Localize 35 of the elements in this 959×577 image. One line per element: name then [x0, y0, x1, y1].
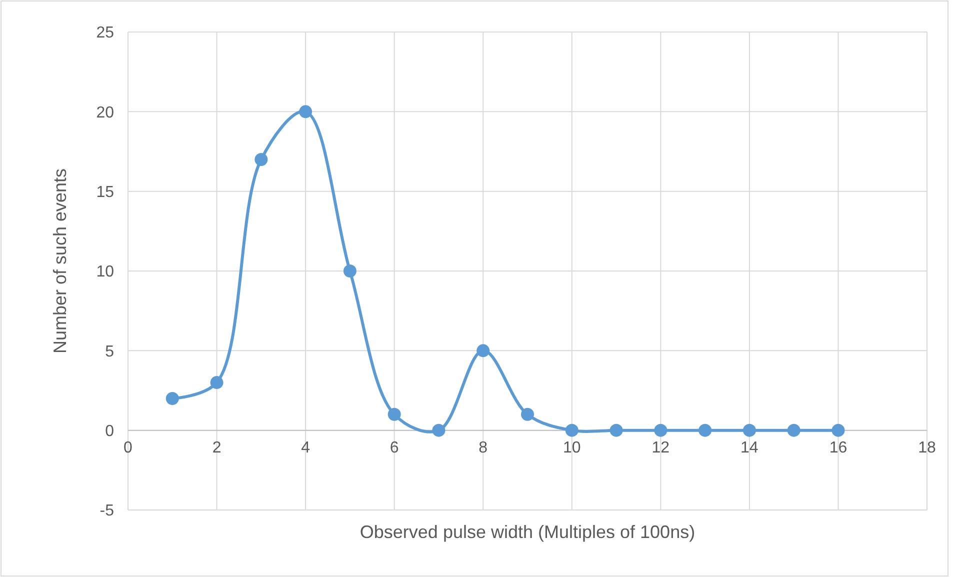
- x-tick-label: 16: [829, 439, 848, 456]
- x-tick-label: 8: [478, 439, 488, 456]
- point: [166, 392, 179, 405]
- x-tick-label: 10: [562, 439, 581, 456]
- x-tick-label: 12: [652, 439, 670, 456]
- x-tick-label: 14: [740, 439, 758, 456]
- y-axis-title: Number of such events: [50, 168, 70, 354]
- point: [787, 424, 800, 437]
- y-tick-label: 5: [105, 343, 114, 360]
- x-tick-label: 0: [124, 439, 133, 456]
- x-tick-label: 2: [212, 439, 222, 456]
- x-tick-label: 6: [390, 439, 399, 456]
- point: [610, 424, 623, 437]
- point: [210, 376, 224, 390]
- point: [565, 424, 578, 437]
- x-tick-label: 4: [301, 439, 310, 456]
- point: [521, 408, 534, 421]
- point: [742, 424, 756, 437]
- y-tick-label: 0: [105, 422, 114, 440]
- point: [476, 344, 490, 358]
- point: [388, 408, 401, 421]
- y-tick-label: 15: [96, 184, 114, 201]
- x-axis-title: Observed pulse width (Multiples of 100ns): [360, 522, 696, 542]
- point: [343, 264, 356, 278]
- point: [254, 152, 268, 166]
- y-tick-label: 20: [96, 104, 114, 122]
- point: [299, 105, 312, 118]
- y-tick-label: 25: [96, 24, 114, 42]
- x-tick-label: 18: [918, 439, 936, 456]
- point: [832, 424, 845, 437]
- point: [654, 424, 668, 437]
- y-tick-label: -5: [100, 502, 114, 520]
- y-tick-label: 10: [96, 264, 114, 281]
- point: [432, 424, 446, 437]
- point: [698, 424, 712, 437]
